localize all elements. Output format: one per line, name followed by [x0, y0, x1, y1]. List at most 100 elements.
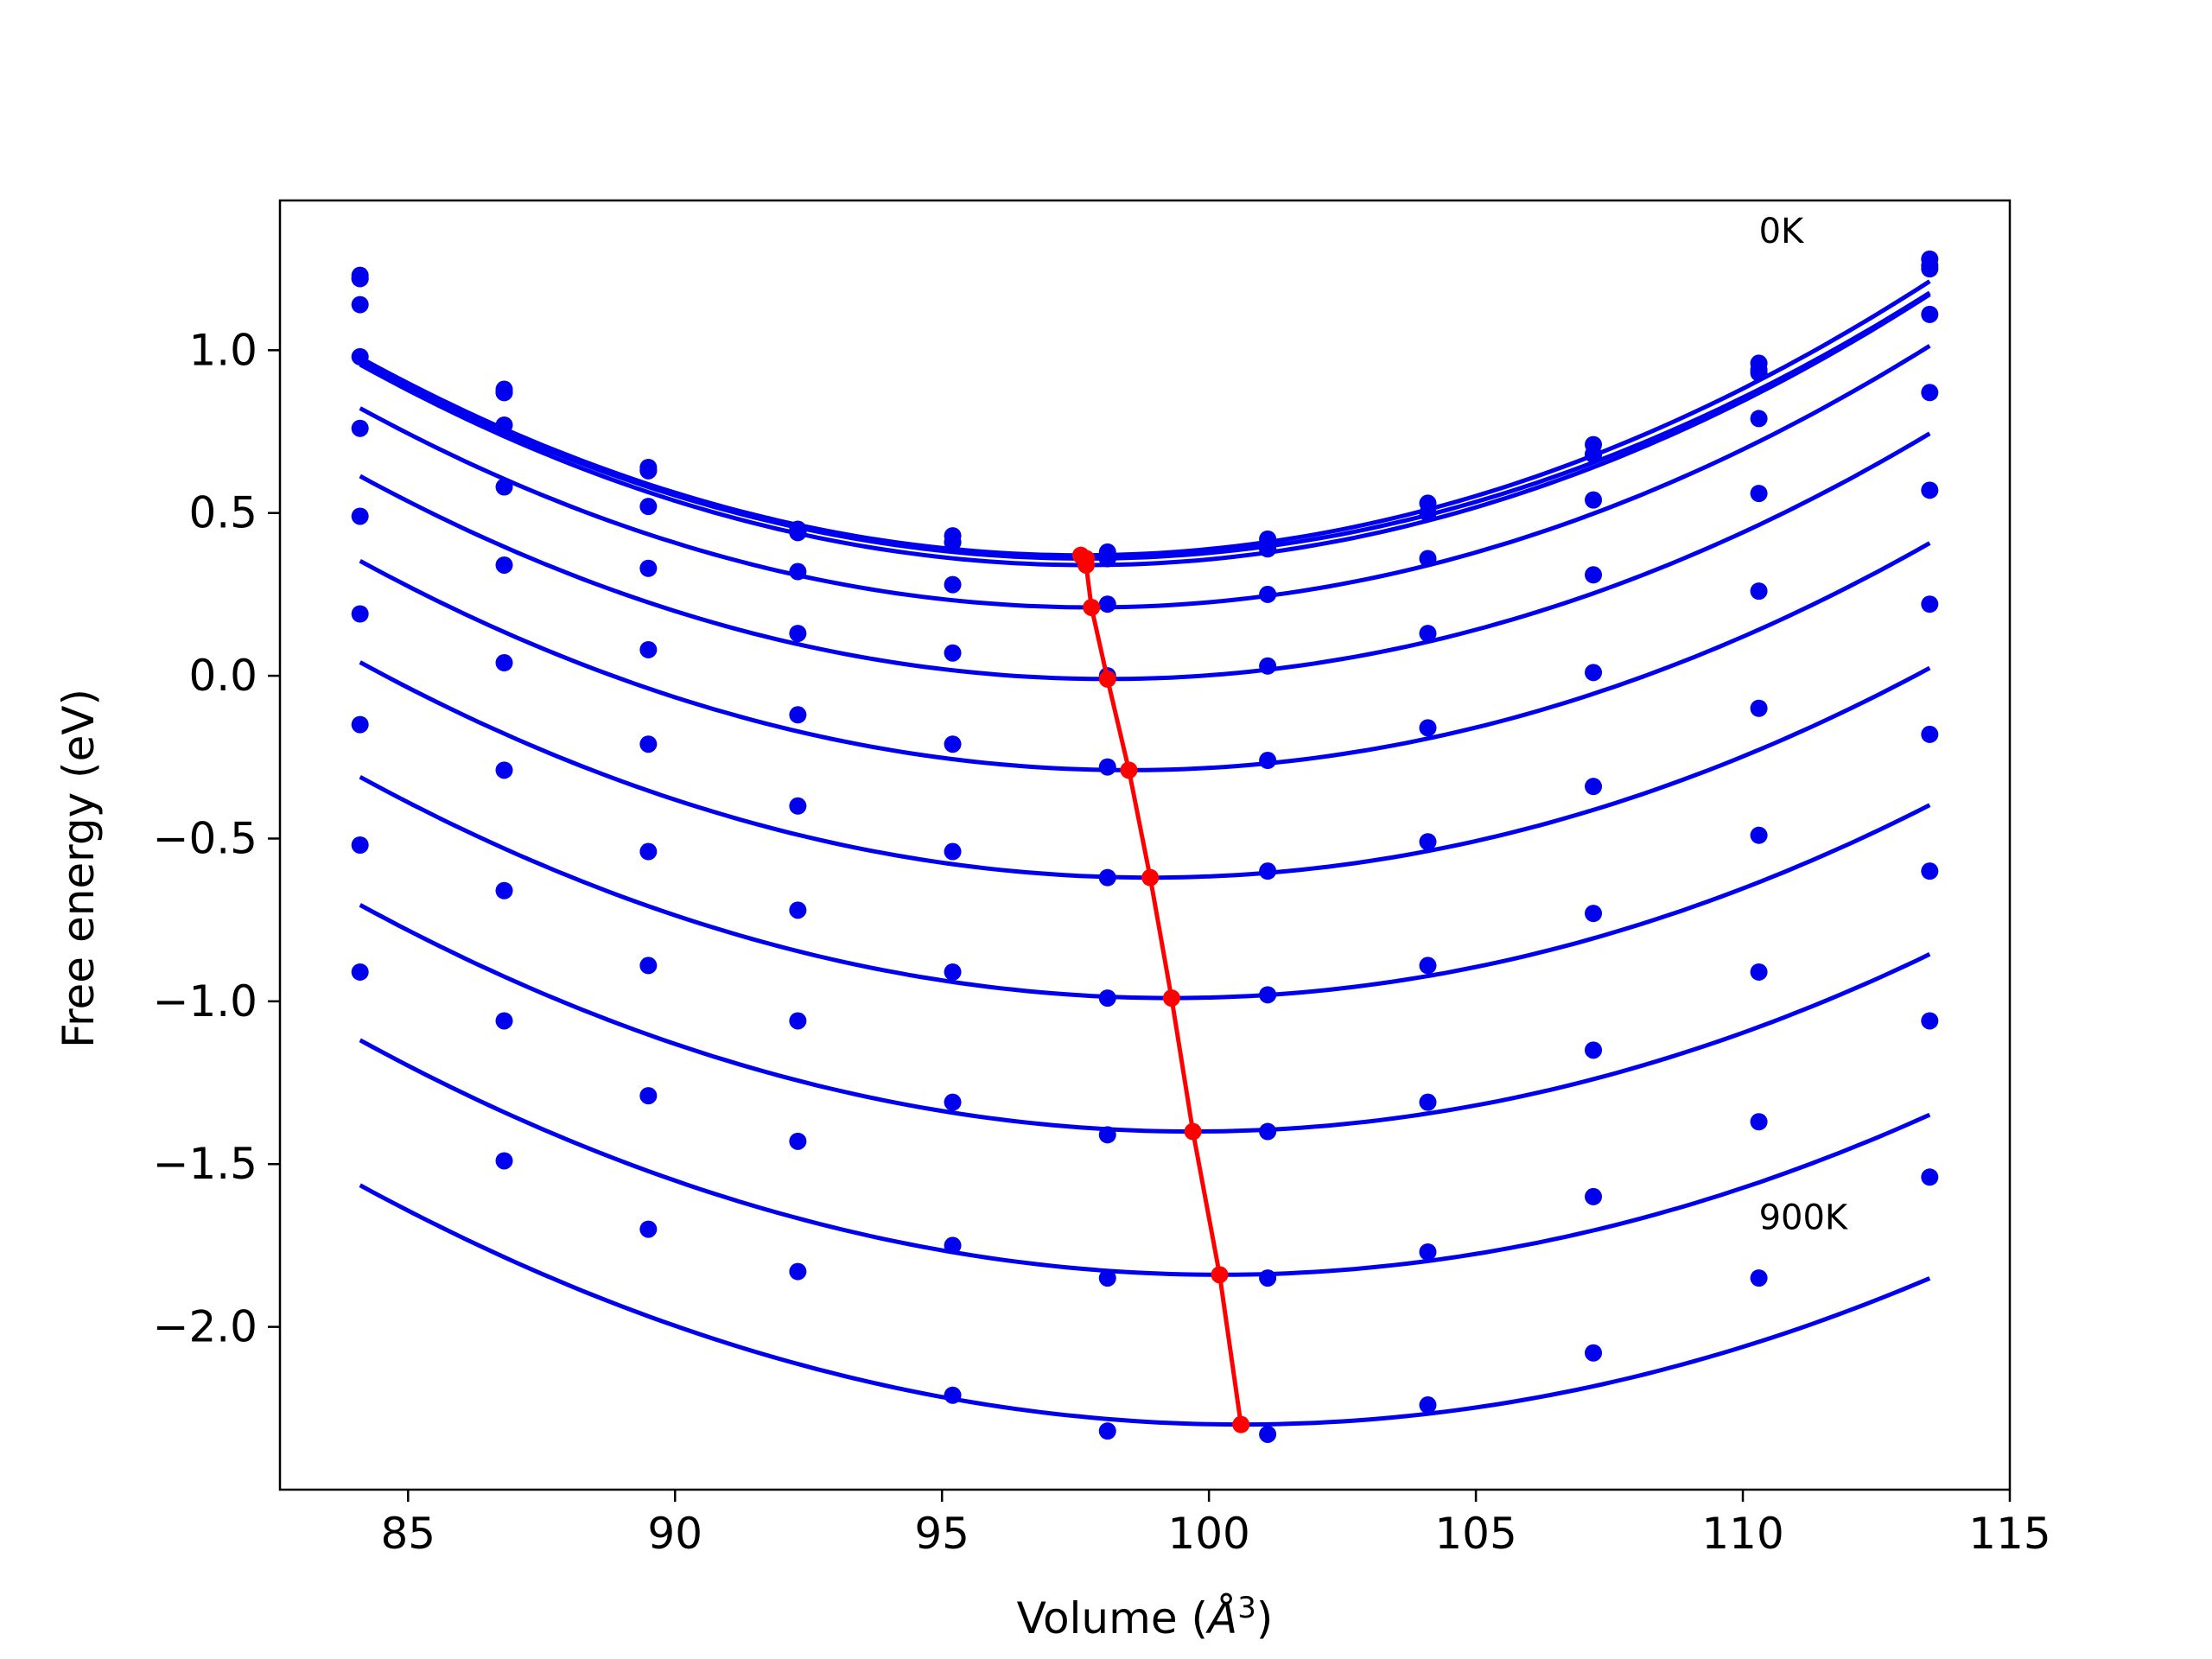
- data-point: [789, 797, 807, 815]
- data-point: [1921, 1012, 1939, 1030]
- fit-curve-5: [359, 541, 1931, 772]
- data-point: [351, 715, 369, 734]
- data-point: [1921, 595, 1939, 613]
- data-point: [1098, 989, 1116, 1007]
- data-point: [495, 761, 513, 779]
- data-point: [1585, 445, 1603, 463]
- data-point: [1259, 862, 1277, 880]
- data-point: [1921, 1168, 1939, 1186]
- data-point: [1921, 305, 1939, 323]
- y-tick-label: 0.0: [188, 651, 257, 701]
- data-point: [1259, 585, 1277, 603]
- data-point: [1419, 1243, 1437, 1261]
- data-point: [1259, 986, 1277, 1004]
- x-tick-label: 95: [914, 1509, 969, 1559]
- fit-curve-4: [359, 431, 1931, 682]
- data-point: [1750, 826, 1768, 844]
- data-point: [1585, 664, 1603, 682]
- data-point: [1098, 758, 1116, 776]
- data-point: [1419, 1093, 1437, 1111]
- data-point: [1750, 963, 1768, 981]
- data-point: [944, 1386, 962, 1404]
- data-point: [1921, 257, 1939, 275]
- data-point: [639, 957, 658, 975]
- data-point: [351, 296, 369, 314]
- data-point: [1750, 1113, 1768, 1131]
- data-point: [639, 640, 658, 658]
- data-point: [351, 347, 369, 365]
- data-point: [639, 735, 658, 753]
- x-tick-label: 100: [1167, 1509, 1249, 1559]
- data-point: [1921, 481, 1939, 499]
- data-point: [1585, 778, 1603, 796]
- data-point: [1419, 957, 1437, 975]
- data-point: [495, 478, 513, 496]
- data-point: [495, 1012, 513, 1030]
- data-point: [1750, 410, 1768, 428]
- data-point: [789, 901, 807, 919]
- data-point: [1259, 1269, 1277, 1287]
- data-point: [1750, 485, 1768, 503]
- data-point: [1098, 1269, 1116, 1287]
- data-point: [1419, 833, 1437, 851]
- minimum-point: [1162, 989, 1180, 1007]
- fit-curve-0: [359, 279, 1931, 558]
- data-point: [495, 416, 513, 434]
- data-point: [1259, 657, 1277, 675]
- x-axis-ticks: 85 90 95 100 105 110 115: [380, 1490, 2051, 1559]
- data-point: [1750, 582, 1768, 601]
- fit-curve-7: [359, 774, 1931, 1001]
- data-point: [1259, 1122, 1277, 1141]
- data-point: [1750, 699, 1768, 717]
- minimum-point: [1077, 556, 1096, 574]
- data-point: [1419, 1396, 1437, 1414]
- y-tick-label: −2.0: [153, 1302, 257, 1352]
- data-point: [495, 384, 513, 402]
- data-point: [1585, 491, 1603, 509]
- data-point: [1921, 384, 1939, 402]
- data-point: [789, 563, 807, 581]
- minimum-point: [1232, 1415, 1250, 1433]
- data-point: [639, 559, 658, 577]
- data-point: [1259, 752, 1277, 770]
- data-point: [1098, 595, 1116, 613]
- data-point: [789, 1012, 807, 1030]
- y-tick-label: −1.0: [153, 976, 257, 1027]
- data-point: [495, 1152, 513, 1170]
- data-point: [1585, 1187, 1603, 1205]
- data-point: [1098, 868, 1116, 887]
- x-tick-label: 90: [647, 1509, 702, 1559]
- data-point: [639, 1087, 658, 1105]
- data-point: [495, 556, 513, 574]
- curve-annotation: 900K: [1759, 1198, 1849, 1238]
- annotations: 0K 900K: [1759, 212, 1849, 1238]
- data-point: [789, 1262, 807, 1281]
- fit-curve-1: [359, 290, 1931, 561]
- fit-curve-8: [359, 903, 1931, 1134]
- plot-frame: [278, 199, 2012, 1491]
- data-point: [1419, 550, 1437, 568]
- data-point: [1419, 625, 1437, 643]
- minimum-point: [1083, 598, 1101, 616]
- fit-curve-3: [359, 344, 1931, 610]
- data-point: [789, 524, 807, 542]
- data-point: [1098, 1126, 1116, 1144]
- data-point: [1585, 566, 1603, 584]
- y-axis-ticks: 1.0 0.5 0.0 −0.5 −1.0 −1.5 −2.0: [153, 325, 280, 1352]
- data-point: [1098, 1422, 1116, 1440]
- data-point: [351, 270, 369, 288]
- x-tick-label: 115: [1968, 1509, 2050, 1559]
- data-point: [944, 1093, 962, 1111]
- x-tick-label: 85: [380, 1509, 435, 1559]
- curve-annotation: 0K: [1759, 212, 1805, 251]
- data-point: [944, 842, 962, 861]
- data-point: [944, 1236, 962, 1255]
- x-tick-label: 105: [1434, 1509, 1516, 1559]
- data-point: [1921, 862, 1939, 880]
- minimum-point: [1211, 1266, 1229, 1284]
- data-point: [639, 461, 658, 480]
- fit-curve-10: [359, 1183, 1931, 1427]
- data-point: [1921, 725, 1939, 743]
- minimum-point: [1141, 868, 1160, 887]
